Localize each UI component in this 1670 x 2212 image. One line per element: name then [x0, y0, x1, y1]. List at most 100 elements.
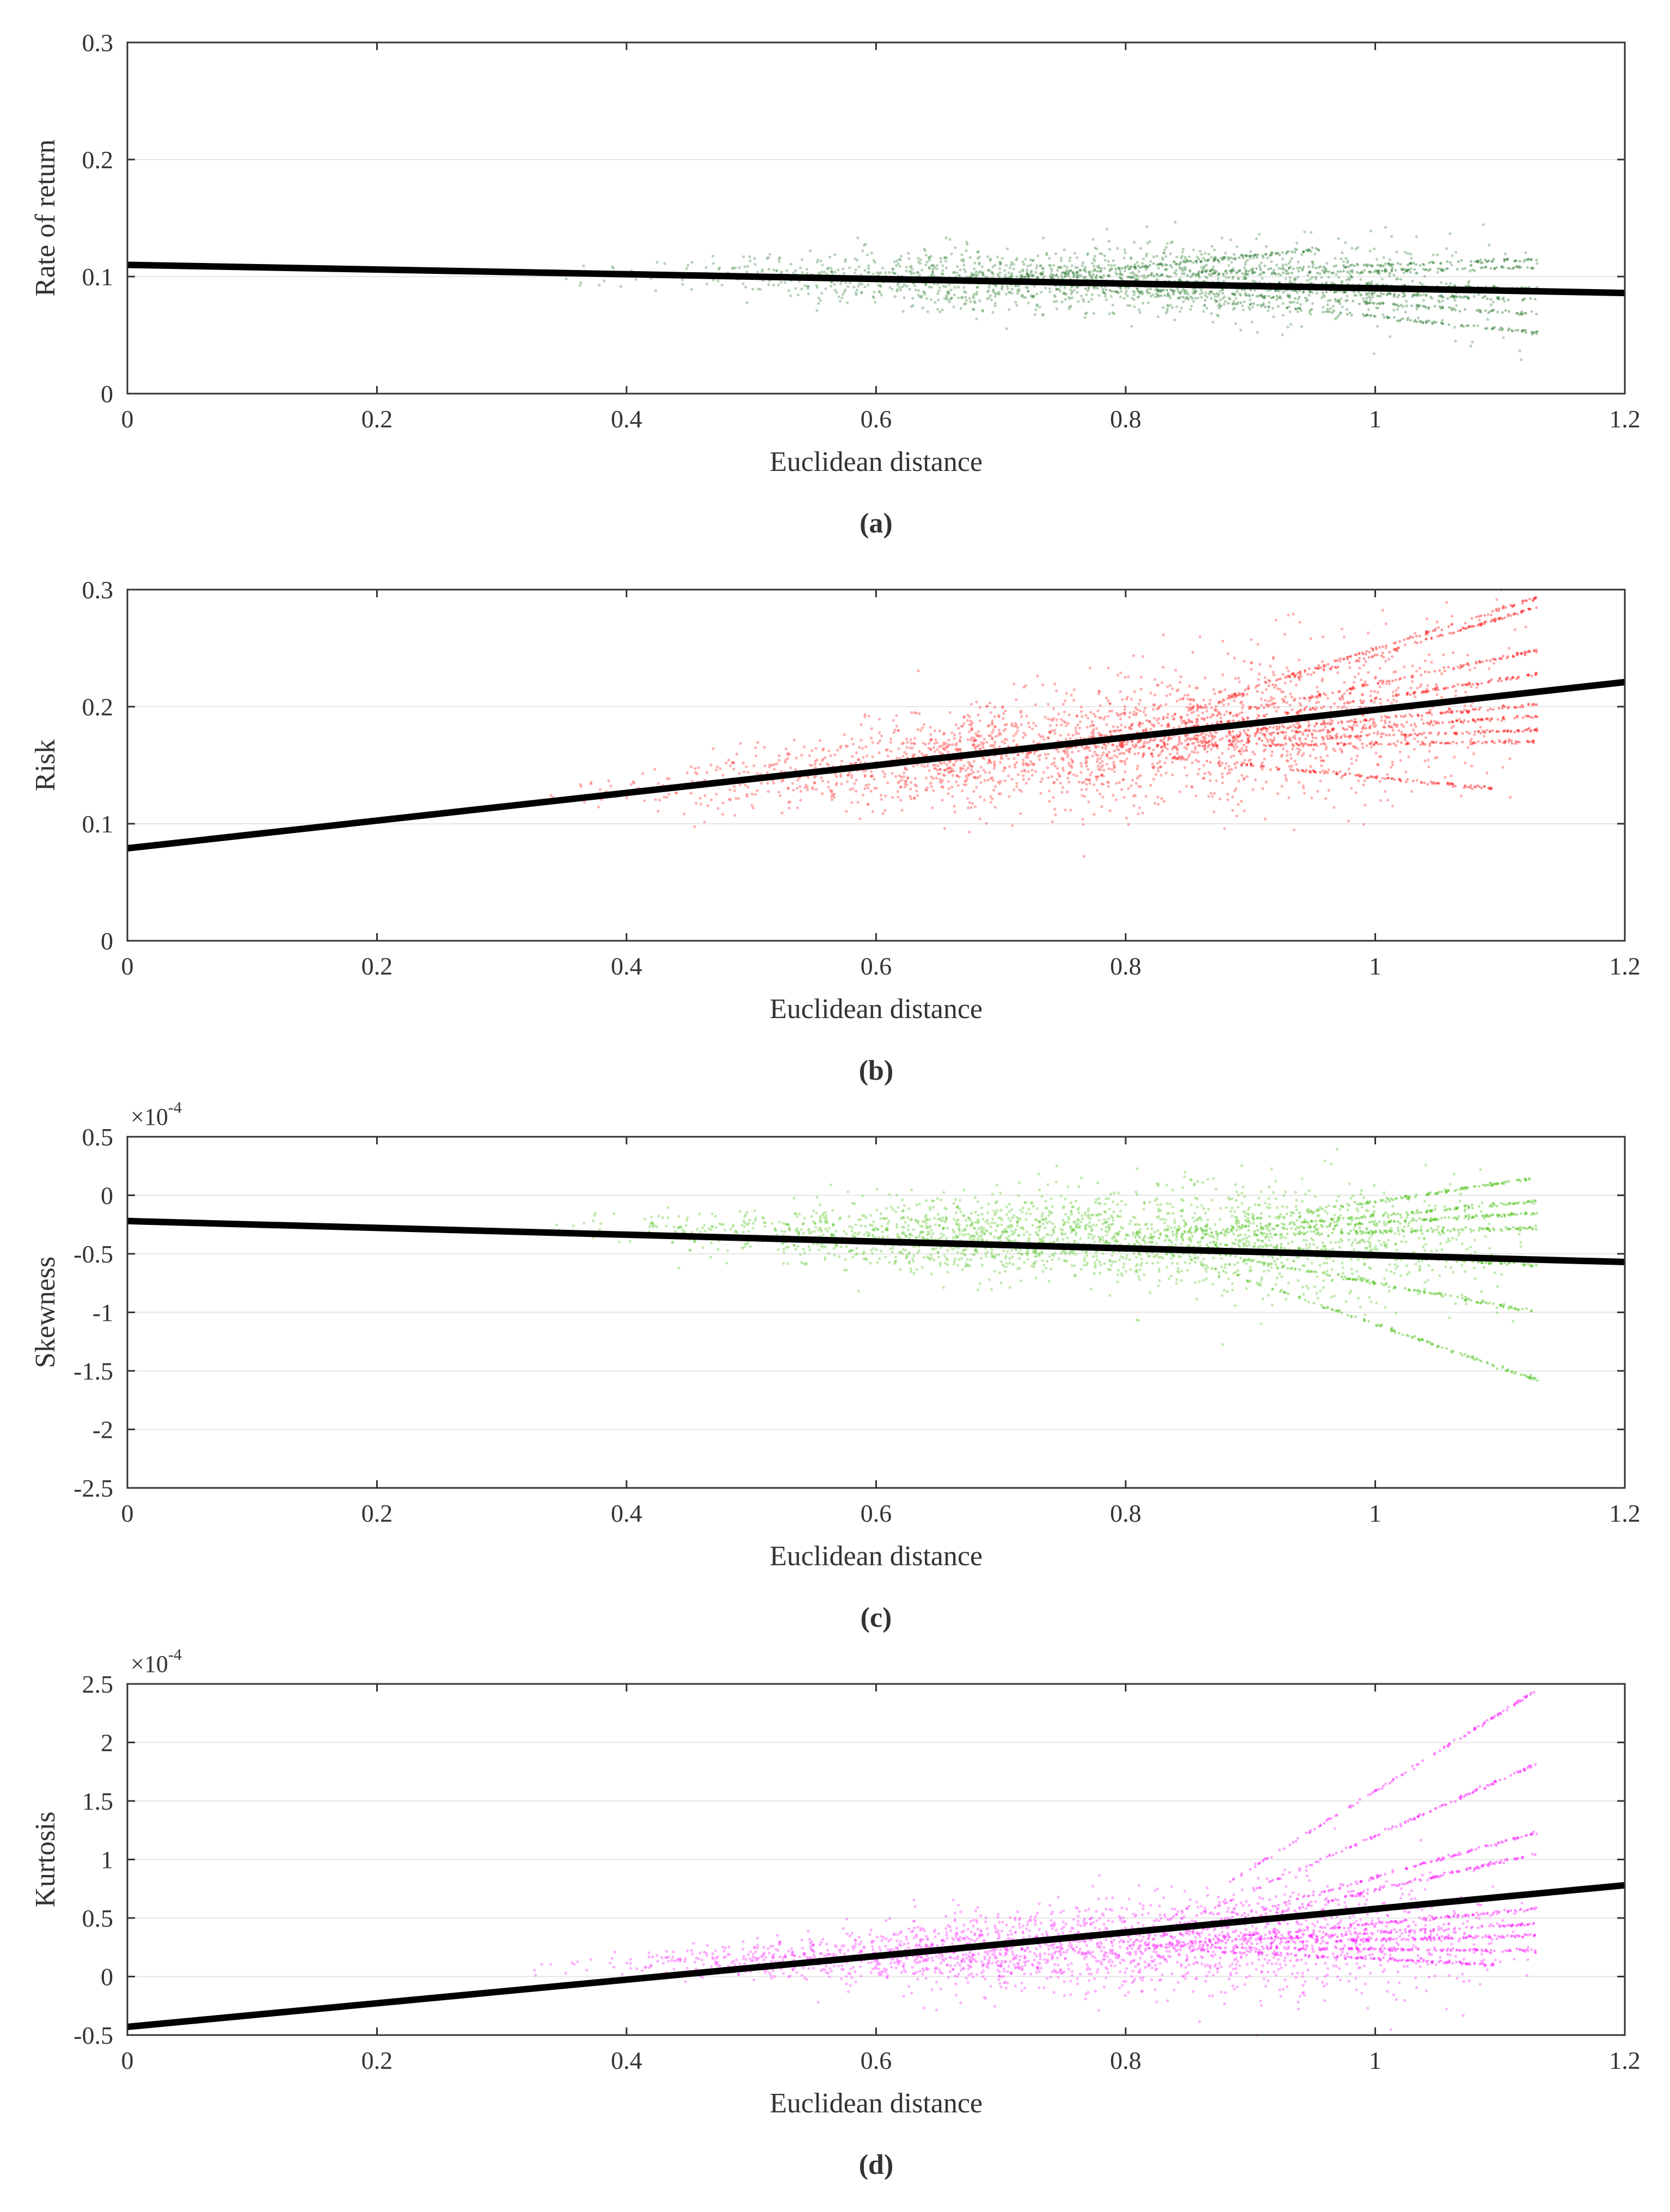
- scatter-point: [1077, 732, 1080, 735]
- streak-point: [1406, 637, 1409, 640]
- scatter-point: [1489, 303, 1493, 307]
- scatter-point: [927, 746, 930, 750]
- scatter-point: [1256, 643, 1260, 646]
- scatter-point: [1098, 704, 1102, 707]
- scatter-point: [959, 268, 962, 272]
- streak-point: [1505, 258, 1508, 261]
- scatter-point: [959, 740, 962, 743]
- scatter-point: [988, 701, 992, 704]
- scatter-point: [1085, 783, 1088, 786]
- scatter-point: [1414, 725, 1417, 728]
- scatter-point: [1135, 767, 1139, 770]
- streak-point: [1298, 296, 1301, 298]
- streak-point: [1221, 292, 1225, 295]
- scatter-point: [874, 301, 877, 304]
- scatter-point: [1181, 272, 1184, 275]
- streak-point: [1281, 251, 1284, 254]
- scatter-point: [1313, 252, 1317, 256]
- scatter-point: [1435, 756, 1439, 759]
- scatter-point: [1065, 724, 1068, 727]
- streak-point: [1379, 264, 1382, 267]
- scatter-point: [1341, 305, 1344, 309]
- scatter-point: [987, 296, 991, 299]
- streak-point: [1213, 271, 1217, 274]
- scatter-point: [1034, 308, 1037, 311]
- streak-point: [1496, 297, 1499, 299]
- streak-point: [1314, 666, 1317, 670]
- scatter-point: [1324, 267, 1328, 271]
- scatter-point: [1466, 653, 1469, 657]
- streak-point: [1462, 296, 1465, 298]
- scatter-point: [1216, 295, 1219, 298]
- scatter-point: [1287, 261, 1291, 265]
- streak-point: [1386, 292, 1389, 295]
- streak-point: [1356, 264, 1360, 267]
- scatter-point: [1067, 733, 1070, 737]
- streak-point: [1227, 258, 1230, 261]
- scatter-point: [864, 745, 868, 749]
- scatter-point: [1223, 303, 1226, 306]
- scatter-point: [1003, 779, 1006, 782]
- streak-point: [1275, 252, 1279, 255]
- scatter-point: [1309, 291, 1312, 294]
- scatter-point: [1079, 762, 1083, 765]
- streak-point: [1294, 308, 1298, 311]
- streak-point: [1464, 622, 1467, 624]
- scatter-point: [1169, 693, 1172, 696]
- streak-point: [1438, 295, 1441, 298]
- streak-point: [1421, 283, 1423, 286]
- streak-point: [1099, 275, 1102, 279]
- scatter-point: [1454, 251, 1458, 254]
- scatter-point: [886, 755, 889, 758]
- streak-point: [1497, 296, 1501, 299]
- scatter-point: [1141, 722, 1144, 725]
- scatter-point: [767, 283, 770, 286]
- streak-point: [1405, 268, 1408, 272]
- streak-point: [1527, 258, 1530, 261]
- scatter-point: [954, 286, 957, 289]
- scatter-point: [1350, 276, 1354, 279]
- scatter-point: [1392, 273, 1396, 277]
- scatter-point: [1327, 768, 1330, 771]
- scatter-point: [1206, 750, 1209, 753]
- scatter-point: [1005, 264, 1008, 267]
- scatter-point: [1246, 259, 1249, 262]
- streak-point: [1277, 305, 1280, 308]
- scatter-point: [1227, 296, 1231, 300]
- streak-point: [1530, 258, 1533, 261]
- scatter-point: [1120, 724, 1123, 727]
- scatter-point: [1143, 740, 1146, 744]
- scatter-point: [1368, 314, 1372, 317]
- streak-point: [1233, 292, 1236, 296]
- streak-point: [1109, 268, 1112, 271]
- scatter-point: [1263, 817, 1267, 820]
- streak-point: [1401, 291, 1404, 295]
- scatter-point: [1138, 702, 1141, 706]
- scatter-point: [1038, 758, 1041, 761]
- scatter-point: [695, 801, 698, 805]
- scatter-point: [1053, 728, 1057, 732]
- streak-point: [1470, 617, 1473, 620]
- scatter-point: [932, 789, 935, 792]
- streak-point: [1322, 265, 1325, 268]
- scatter-point: [1145, 275, 1149, 279]
- scatter-point: [1296, 275, 1299, 279]
- scatter-point: [953, 805, 956, 808]
- streak-point: [1110, 267, 1114, 271]
- streak-point: [1386, 316, 1390, 319]
- scatter-point: [1486, 318, 1489, 321]
- streak-point: [1411, 636, 1415, 639]
- scatter-point: [1026, 286, 1029, 290]
- scatter-point: [848, 266, 851, 269]
- scatter-point: [1396, 296, 1399, 299]
- scatter-point: [1180, 256, 1183, 260]
- streak-point: [1521, 599, 1524, 603]
- scatter-point: [1324, 797, 1328, 800]
- scatter-point: [1199, 292, 1202, 296]
- scatter-point: [972, 296, 975, 299]
- scatter-point: [871, 272, 875, 275]
- scatter-point: [1411, 728, 1415, 732]
- scatter-point: [1440, 696, 1444, 699]
- scatter-point: [711, 747, 715, 750]
- x-tick-label: 0: [121, 405, 134, 433]
